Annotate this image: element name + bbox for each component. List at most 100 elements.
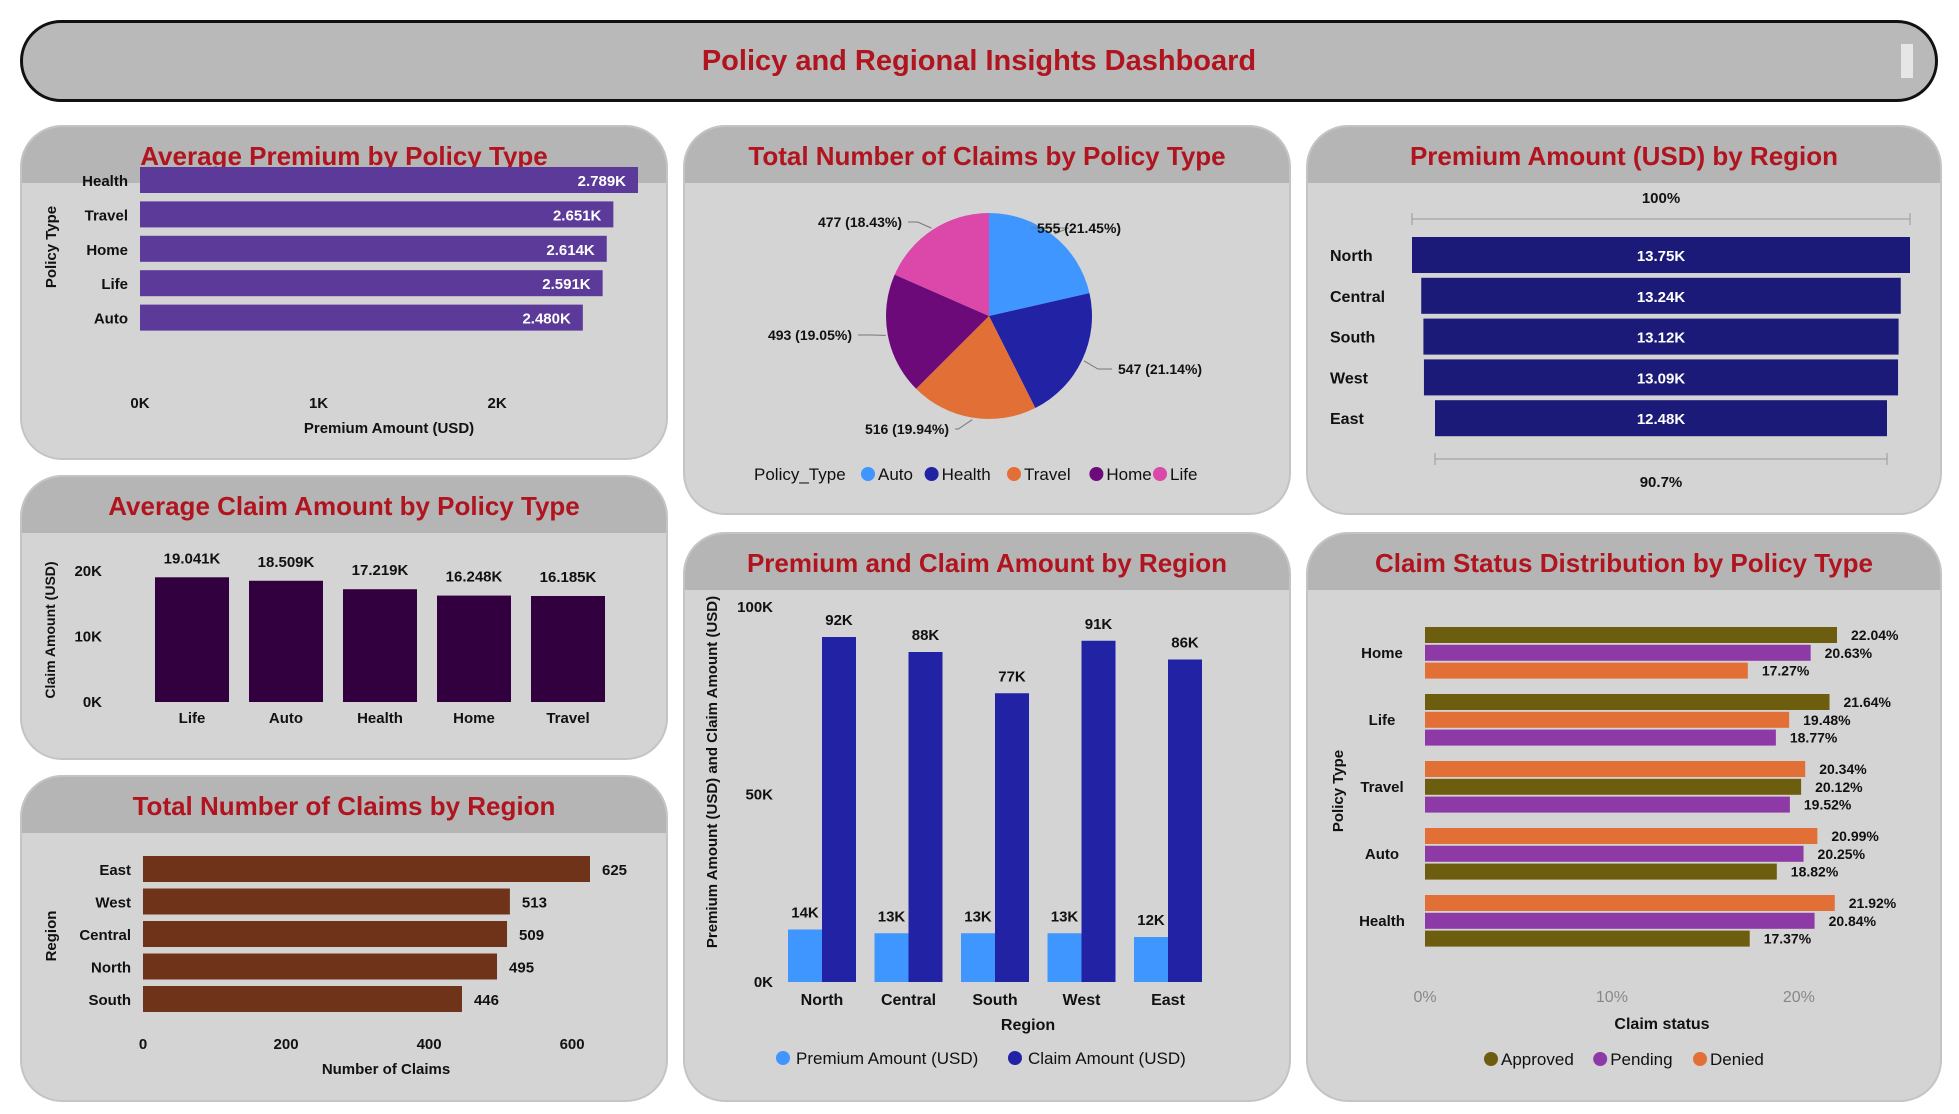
bar[interactable]	[995, 693, 1029, 982]
category-label: Health	[1359, 913, 1405, 930]
data-label: 20.34%	[1819, 761, 1867, 777]
funnel-bar[interactable]	[1421, 277, 1901, 314]
bar[interactable]	[155, 577, 229, 702]
data-label: 17.219K	[352, 562, 409, 579]
data-label: 13.75K	[1637, 248, 1686, 265]
claims_by_region-svg: 625 East 513 West 509 Central 495 North 446 South…	[43, 856, 627, 1078]
bar[interactable]	[1081, 640, 1116, 982]
legend-label: Auto	[878, 465, 913, 484]
bar[interactable]	[1425, 796, 1790, 813]
y-tick-label: 50K	[745, 787, 773, 804]
x-axis-label: Claim status	[1614, 1016, 1709, 1033]
pie-slice[interactable]	[916, 316, 1036, 419]
data-label: 91K	[1085, 616, 1113, 633]
bar[interactable]	[531, 595, 605, 702]
bar[interactable]	[1168, 659, 1202, 983]
pie-slice[interactable]	[989, 213, 1090, 316]
funnel-bar[interactable]	[1423, 359, 1899, 396]
data-label: 495	[509, 960, 534, 977]
bar[interactable]	[822, 637, 856, 982]
avg_claim-svg: 0K 10K 20K 19.041K Life 18.509K Auto 17.219K Hea…	[42, 550, 605, 727]
bar[interactable]	[437, 595, 511, 702]
x-axis-label: Number of Claims	[322, 1061, 450, 1078]
bar[interactable]	[1425, 662, 1748, 679]
bar[interactable]	[961, 933, 995, 982]
bar[interactable]	[1134, 937, 1168, 982]
legend-label: Premium Amount (USD)	[796, 1049, 978, 1068]
bar[interactable]	[1425, 778, 1802, 795]
category-label: Auto	[94, 311, 128, 328]
bar[interactable]	[1047, 933, 1082, 982]
data-label: 18.77%	[1790, 730, 1838, 746]
funnel-bar[interactable]	[1412, 237, 1910, 273]
data-label: 13K	[878, 908, 906, 925]
bar[interactable]	[143, 856, 590, 882]
x-tick-label: 0K	[130, 395, 149, 412]
bar[interactable]	[140, 235, 607, 262]
category-label: East	[1151, 992, 1185, 1009]
y-axis-label: Policy Type	[43, 206, 60, 288]
bar[interactable]	[1425, 828, 1818, 844]
y-tick-label: 10K	[74, 629, 102, 646]
bar[interactable]	[140, 201, 614, 228]
bar[interactable]	[1425, 694, 1830, 710]
leader-line	[1031, 227, 1069, 235]
pie-slice[interactable]	[894, 213, 989, 316]
data-label: 86K	[1171, 635, 1199, 652]
data-label: 13K	[964, 908, 992, 925]
pie-slice[interactable]	[886, 274, 989, 389]
bar[interactable]	[908, 652, 943, 982]
funnel-bottom-label: 90.7%	[1640, 474, 1683, 491]
claims-by-region-title: Total Number of Claims by Region	[132, 791, 556, 821]
premium-claim-region-card: Premium and Claim Amount by Region 0K 50K…	[683, 532, 1291, 1102]
claims-by-policy-title: Total Number of Claims by Policy Type	[748, 141, 1226, 171]
data-label: 625	[602, 862, 627, 879]
premium_by_region-svg: 100% 13.75K North 13.24K Central 13.12K South 1…	[1330, 190, 1911, 491]
bar[interactable]	[143, 953, 498, 980]
funnel-bar[interactable]	[1434, 400, 1888, 437]
bar[interactable]	[249, 580, 323, 702]
legend-swatch	[776, 1051, 790, 1065]
avg-claim-card: Average Claim Amount by Policy Type 0K 10…	[20, 475, 668, 760]
bar[interactable]	[874, 933, 909, 982]
category-label: Home	[453, 710, 495, 727]
bar[interactable]	[1425, 930, 1750, 947]
bar[interactable]	[143, 986, 462, 1012]
bar[interactable]	[1425, 761, 1806, 777]
bar[interactable]	[140, 167, 638, 193]
scroll-handle[interactable]	[1901, 44, 1913, 78]
data-label: 2.614K	[546, 242, 595, 259]
x-tick-label: 20%	[1783, 989, 1815, 1006]
slice-label: 547 (21.14%)	[1118, 361, 1202, 377]
category-label: Travel	[85, 207, 128, 224]
bar[interactable]	[143, 921, 508, 947]
bar[interactable]	[1425, 627, 1837, 643]
bar[interactable]	[140, 270, 603, 297]
avg-premium-card: Average Premium by Policy Type 2.789K Hea…	[20, 125, 668, 460]
bar[interactable]	[788, 929, 822, 983]
bar[interactable]	[1425, 863, 1777, 880]
legend-swatch	[924, 467, 939, 481]
y-tick-label: 0K	[83, 694, 102, 711]
bar[interactable]	[1425, 644, 1811, 661]
funnel-bar[interactable]	[1423, 318, 1899, 355]
category-label: West	[95, 895, 131, 912]
bar[interactable]	[1425, 912, 1815, 929]
bar[interactable]	[1425, 895, 1835, 911]
x-axis-label: Region	[1001, 1017, 1055, 1034]
data-label: 13.12K	[1637, 330, 1686, 347]
category-label: North	[1330, 248, 1373, 265]
avg-claim-title: Average Claim Amount by Policy Type	[108, 491, 580, 521]
premium-by-region-title: Premium Amount (USD) by Region	[1409, 141, 1839, 171]
bar[interactable]	[1425, 729, 1776, 746]
bar[interactable]	[1425, 711, 1790, 728]
bar[interactable]	[143, 888, 510, 915]
bar[interactable]	[343, 589, 417, 702]
bar[interactable]	[140, 304, 583, 331]
x-tick-label: 1K	[309, 395, 328, 412]
pie-slice[interactable]	[989, 293, 1092, 409]
legend-label: Approved	[1501, 1050, 1574, 1069]
data-label: 20.12%	[1815, 779, 1863, 795]
data-label: 13.09K	[1637, 370, 1686, 387]
bar[interactable]	[1425, 845, 1804, 862]
